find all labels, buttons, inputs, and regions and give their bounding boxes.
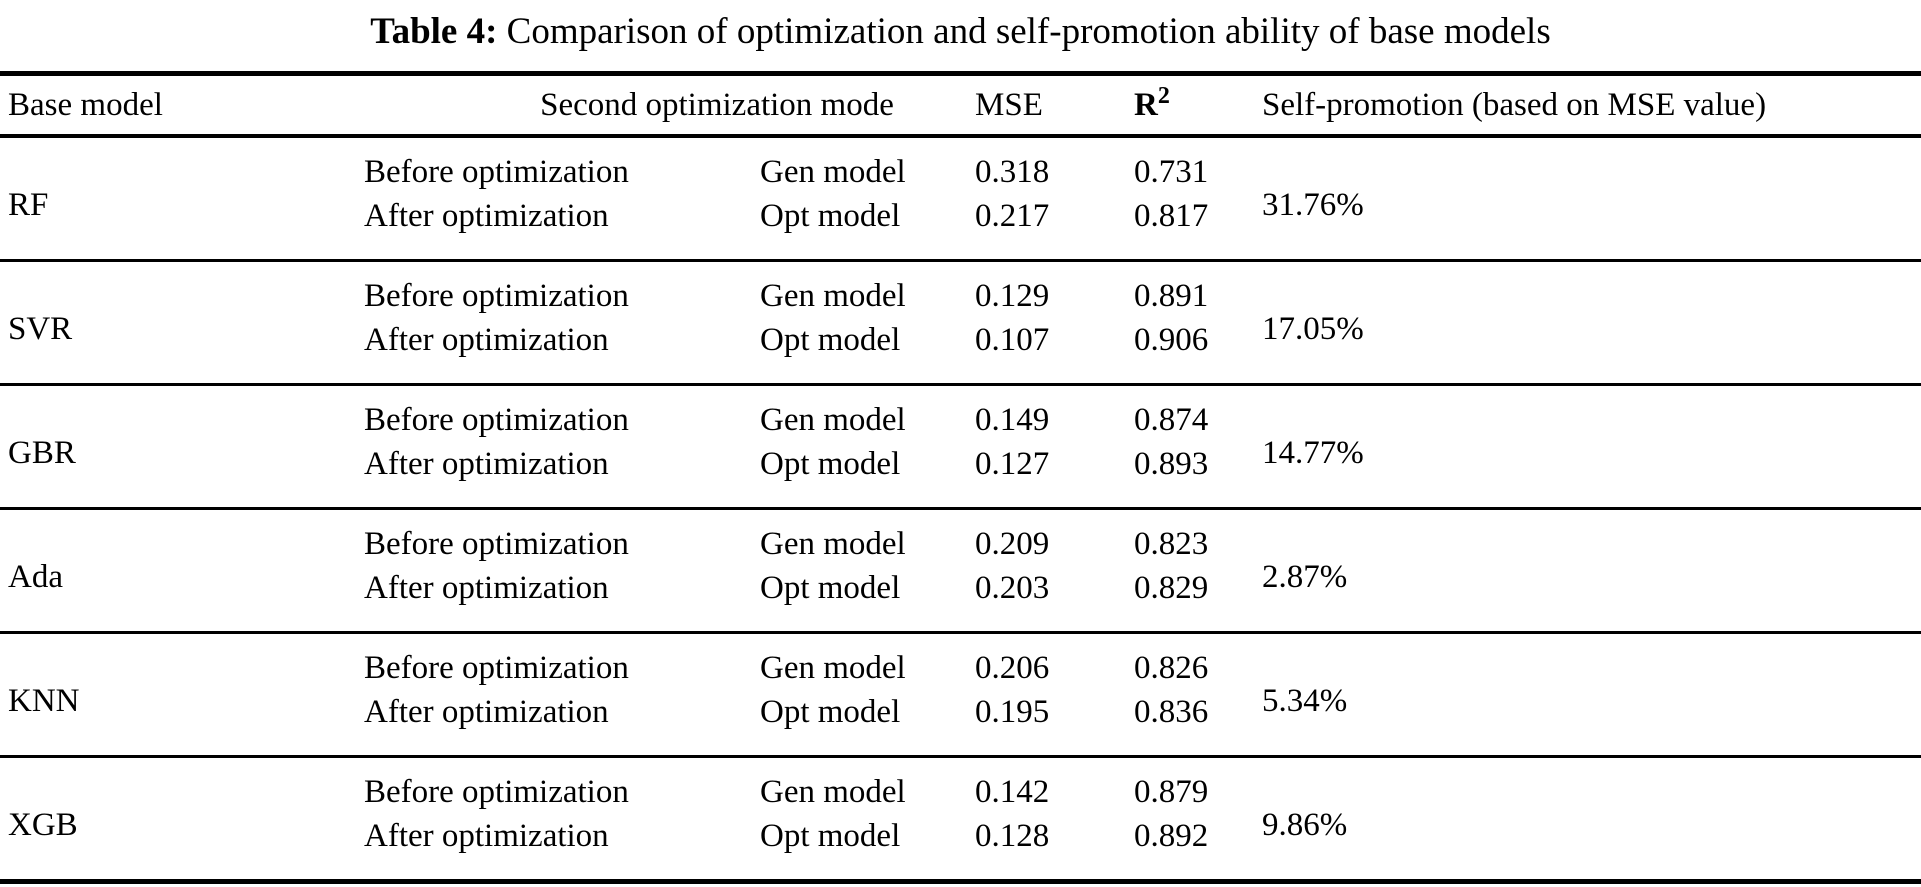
mse-cell: 0.203: [975, 570, 1050, 606]
base-model-cell: RF: [8, 186, 49, 223]
mode-cell: Before optimization: [364, 154, 629, 190]
table-row: SVR Before optimization Gen model 0.129 …: [0, 261, 1921, 347]
mode-cell: Before optimization: [364, 402, 629, 438]
self-promotion-cell: 9.86%: [1262, 806, 1348, 843]
group-svr: SVR Before optimization Gen model 0.129 …: [0, 261, 1921, 385]
base-model-cell: Ada: [8, 558, 63, 595]
table-row: KNN Before optimization Gen model 0.206 …: [0, 633, 1921, 719]
model-cell: Opt model: [760, 446, 901, 482]
table-row: After optimization Opt model 0.195 0.836: [0, 690, 1921, 757]
model-cell: Gen model: [760, 278, 906, 314]
model-cell: Opt model: [760, 694, 901, 730]
model-cell: Opt model: [760, 570, 901, 606]
table-row: After optimization Opt model 0.128 0.892: [0, 814, 1921, 882]
table-row: After optimization Opt model 0.127 0.893: [0, 442, 1921, 509]
base-model-cell: KNN: [8, 682, 80, 719]
self-promotion-cell: 2.87%: [1262, 558, 1348, 595]
mode-cell: Before optimization: [364, 526, 629, 562]
self-promotion-cell: 14.77%: [1262, 434, 1364, 471]
base-model-cell: XGB: [8, 806, 78, 843]
header-mse: MSE: [975, 87, 1043, 123]
model-cell: Gen model: [760, 154, 906, 190]
results-table: Base model Second optimization mode MSE …: [0, 71, 1921, 884]
r-squared-cell: 0.891: [1134, 278, 1209, 314]
header-second-optimization-mode: Second optimization mode: [540, 87, 894, 123]
r-squared-cell: 0.829: [1134, 570, 1209, 606]
mse-cell: 0.128: [975, 818, 1050, 854]
mode-cell: After optimization: [364, 322, 609, 358]
r-squared-cell: 0.879: [1134, 774, 1209, 810]
table-caption-text: Comparison of optimization and self-prom…: [506, 11, 1551, 52]
group-xgb: XGB Before optimization Gen model 0.142 …: [0, 757, 1921, 882]
model-cell: Gen model: [760, 774, 906, 810]
table-row: XGB Before optimization Gen model 0.142 …: [0, 757, 1921, 843]
self-promotion-cell: 31.76%: [1262, 186, 1364, 223]
r-squared-cell: 0.906: [1134, 322, 1209, 358]
mode-cell: Before optimization: [364, 650, 629, 686]
mse-cell: 0.127: [975, 446, 1050, 482]
model-cell: Gen model: [760, 402, 906, 438]
r-squared-cell: 0.893: [1134, 446, 1209, 482]
mse-cell: 0.217: [975, 198, 1050, 234]
table-caption-label: Table 4:: [370, 11, 498, 52]
group-knn: KNN Before optimization Gen model 0.206 …: [0, 633, 1921, 757]
mode-cell: After optimization: [364, 694, 609, 730]
mse-cell: 0.129: [975, 278, 1050, 314]
r-squared-cell: 0.826: [1134, 650, 1209, 686]
table-row: GBR Before optimization Gen model 0.149 …: [0, 385, 1921, 471]
mse-cell: 0.107: [975, 322, 1050, 358]
mode-cell: Before optimization: [364, 278, 629, 314]
mode-cell: After optimization: [364, 818, 609, 854]
mse-cell: 0.209: [975, 526, 1050, 562]
mode-cell: After optimization: [364, 198, 609, 234]
mse-cell: 0.318: [975, 154, 1050, 190]
table-caption: Table 4: Comparison of optimization and …: [0, 0, 1921, 71]
model-cell: Gen model: [760, 526, 906, 562]
header-r-squared: R2: [1134, 74, 1262, 137]
table-row: Ada Before optimization Gen model 0.209 …: [0, 509, 1921, 595]
header-row: Base model Second optimization mode MSE …: [0, 74, 1921, 137]
r-squared-cell: 0.817: [1134, 198, 1209, 234]
group-ada: Ada Before optimization Gen model 0.209 …: [0, 509, 1921, 633]
r-squared-cell: 0.892: [1134, 818, 1209, 854]
r-squared-cell: 0.836: [1134, 694, 1209, 730]
table-row: RF Before optimization Gen model 0.318 0…: [0, 136, 1921, 223]
group-gbr: GBR Before optimization Gen model 0.149 …: [0, 385, 1921, 509]
group-rf: RF Before optimization Gen model 0.318 0…: [0, 136, 1921, 261]
r-squared-cell: 0.823: [1134, 526, 1209, 562]
header-self-promotion: Self-promotion (based on MSE value): [1262, 87, 1767, 123]
model-cell: Opt model: [760, 818, 901, 854]
table-row: After optimization Opt model 0.203 0.829: [0, 566, 1921, 633]
mode-cell: Before optimization: [364, 774, 629, 810]
mse-cell: 0.195: [975, 694, 1050, 730]
header-base-model: Base model: [8, 87, 163, 123]
table-row: After optimization Opt model 0.217 0.817: [0, 194, 1921, 261]
base-model-cell: GBR: [8, 434, 76, 471]
model-cell: Opt model: [760, 198, 901, 234]
self-promotion-cell: 5.34%: [1262, 682, 1348, 719]
r-squared-cell: 0.874: [1134, 402, 1209, 438]
mode-cell: After optimization: [364, 446, 609, 482]
table-row: After optimization Opt model 0.107 0.906: [0, 318, 1921, 385]
table-header: Base model Second optimization mode MSE …: [0, 74, 1921, 137]
mse-cell: 0.149: [975, 402, 1050, 438]
r-squared-cell: 0.731: [1134, 154, 1209, 190]
model-cell: Opt model: [760, 322, 901, 358]
r-squared-exponent: 2: [1157, 83, 1170, 109]
model-cell: Gen model: [760, 650, 906, 686]
r-squared-base: R: [1134, 87, 1158, 123]
base-model-cell: SVR: [8, 310, 73, 347]
mse-cell: 0.206: [975, 650, 1050, 686]
mse-cell: 0.142: [975, 774, 1050, 810]
self-promotion-cell: 17.05%: [1262, 310, 1364, 347]
mode-cell: After optimization: [364, 570, 609, 606]
